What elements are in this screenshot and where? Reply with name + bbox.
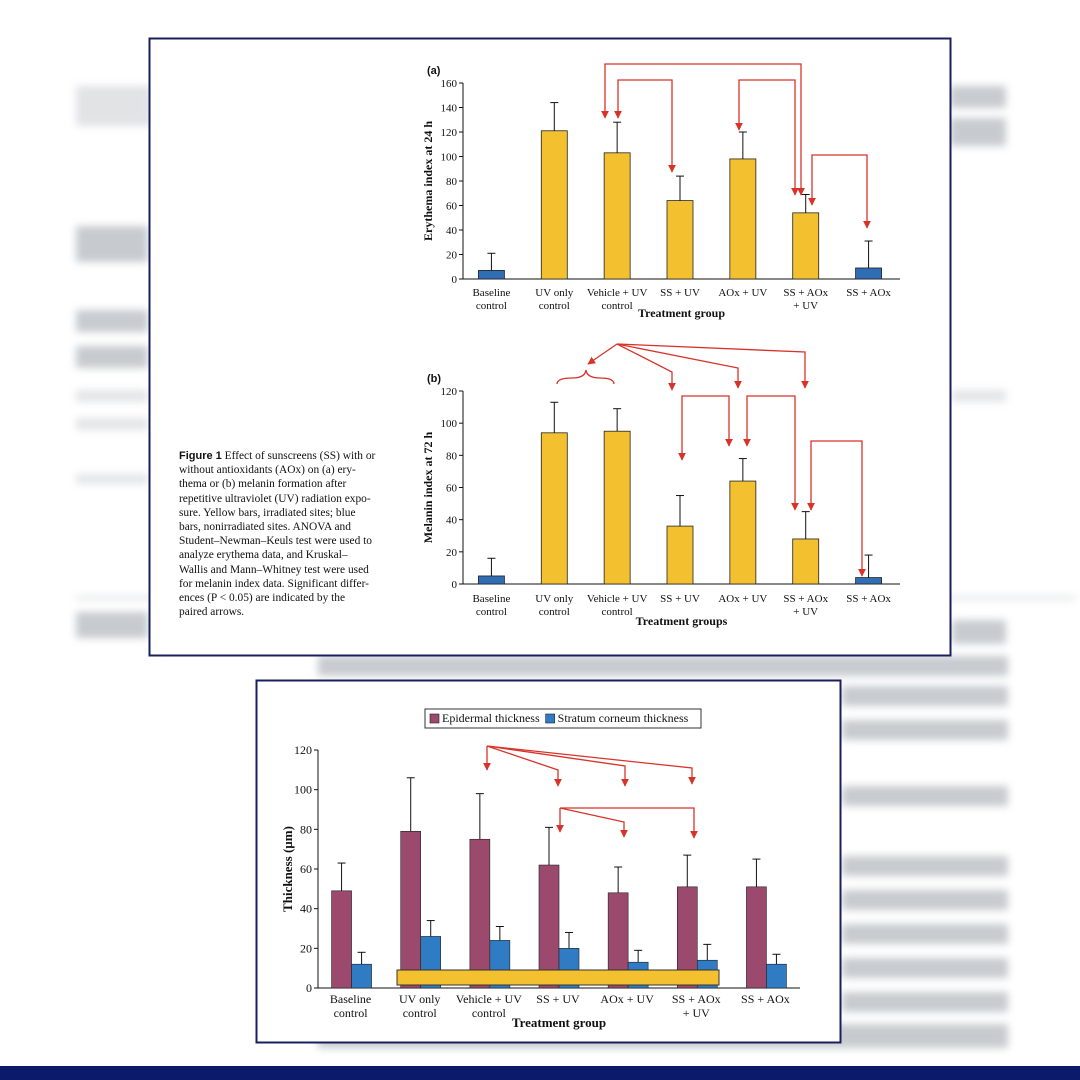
caption-text: for melanin index data. Significant diff… [179,577,369,590]
x-axis-title: Treatment group [512,1015,606,1030]
y-tick-label: 80 [446,450,458,462]
bar [666,525,694,585]
y-tick-label: 120 [294,743,312,757]
irradiation-band [396,969,720,986]
y-tick-label: 0 [452,274,458,286]
x-tick-label: Vehicle + UV control [456,992,522,1020]
caption-text: Effect of sunscreens (SS) with or [224,450,376,462]
y-axis-title: Thickness (µm) [280,826,295,912]
legend: Epidermal thickness Stratum corneum thick… [424,708,702,729]
y-tick-label: 0 [306,981,312,995]
bar [400,831,422,989]
legend-swatch [429,713,440,724]
x-tick-label: Vehicle + UV control [587,287,648,312]
y-tick-label: 20 [446,250,458,262]
y-tick-label: 40 [300,902,312,916]
caption-text: bars, nonirradiated sites. ANOVA and [179,521,351,534]
caption-text: analyze erythema data, and Kruskal– [179,549,348,562]
figure-caption: Figure 1 Effect of sunscreens (SS) with … [179,449,419,619]
bar [666,200,694,280]
x-axis-title: Treatment groups [636,614,728,628]
caption-text: paired arrows. [179,606,245,619]
panel-label: (b) [427,373,441,385]
x-tick-label: AOx + UV [718,287,767,299]
bar [603,152,631,280]
y-tick-label: 60 [300,862,312,876]
caption-text: without antioxidants (AOx) on (a) ery- [179,464,356,477]
x-tick-label: SS + AOx [846,287,891,299]
bar [469,838,491,989]
bar [478,575,505,585]
y-tick-label: 100 [294,783,312,797]
y-tick-label: 100 [441,152,458,164]
caption-text: Wallis and Mann–Whitney test were used [179,563,369,576]
bar [729,158,757,280]
x-tick-label: SS + UV [660,593,700,605]
y-tick-label: 160 [441,78,458,90]
x-tick-label: Baseline control [330,992,371,1020]
legend-label: Epidermal thickness [442,711,540,725]
bar [855,577,882,585]
caption-line: Figure 1 Effect of sunscreens (SS) with … [179,449,419,463]
caption-text: ences (P < 0.05) are indicated by the [179,592,346,605]
x-tick-label: UV only control [399,992,440,1020]
x-tick-label: SS + AOx + UV [672,992,721,1020]
x-axis-title: Treatment group [638,306,725,320]
caption-label: Figure 1 [179,450,222,462]
y-tick-label: 120 [441,386,458,398]
bar [331,890,352,989]
legend-box [424,708,702,729]
y-tick-label: 60 [446,483,458,495]
y-tick-label: 0 [452,579,458,591]
bar [792,538,820,585]
y-tick-label: 40 [446,515,458,527]
caption-text: repetitive ultraviolet (UV) radiation ex… [179,492,371,505]
x-tick-label: SS + AOx [741,992,790,1006]
x-tick-label: SS + AOx [846,593,891,605]
bar [351,963,372,989]
y-tick-label: 100 [441,418,458,430]
bar [792,212,820,280]
x-tick-label: Vehicle + UV control [587,593,648,618]
bar [540,130,568,280]
x-tick-label: UV only control [535,593,573,618]
x-tick-label: SS + UV [536,992,580,1006]
x-tick-label: SS + AOx + UV [783,287,828,312]
x-tick-label: UV only control [535,287,573,312]
bottom-band [0,1066,1080,1080]
x-tick-label: AOx + UV [718,593,767,605]
y-tick-label: 80 [446,176,458,188]
x-tick-label: SS + AOx + UV [783,593,828,618]
y-tick-label: 20 [300,941,312,955]
bar [766,963,787,989]
bar [478,270,505,280]
caption-text: Student–Newman–Keuls test were used to [179,535,372,548]
y-tick-label: 60 [446,201,458,213]
y-axis-title: Melanin index at 72 h [421,432,435,544]
x-tick-label: Baseline control [472,593,510,618]
bar [729,480,757,585]
bar [603,430,631,585]
caption-text: sure. Yellow bars, irradiated sites; blu… [179,506,356,519]
y-tick-label: 140 [441,103,458,115]
legend-label: Stratum corneum thickness [558,711,689,725]
x-tick-label: AOx + UV [600,992,654,1006]
y-tick-label: 40 [446,225,458,237]
y-tick-label: 120 [441,127,458,139]
panel-label: (a) [427,65,441,77]
x-tick-label: Baseline control [472,287,510,312]
x-tick-label: SS + UV [660,287,700,299]
legend-swatch [545,713,555,724]
y-tick-label: 80 [300,822,312,836]
bar [540,432,568,585]
y-tick-label: 20 [446,547,458,559]
bar [855,267,882,280]
caption-text: thema or (b) melanin formation after [179,478,347,491]
bar [746,886,767,989]
y-axis-title: Erythema index at 24 h [421,121,435,241]
significance-arrows [483,63,871,839]
